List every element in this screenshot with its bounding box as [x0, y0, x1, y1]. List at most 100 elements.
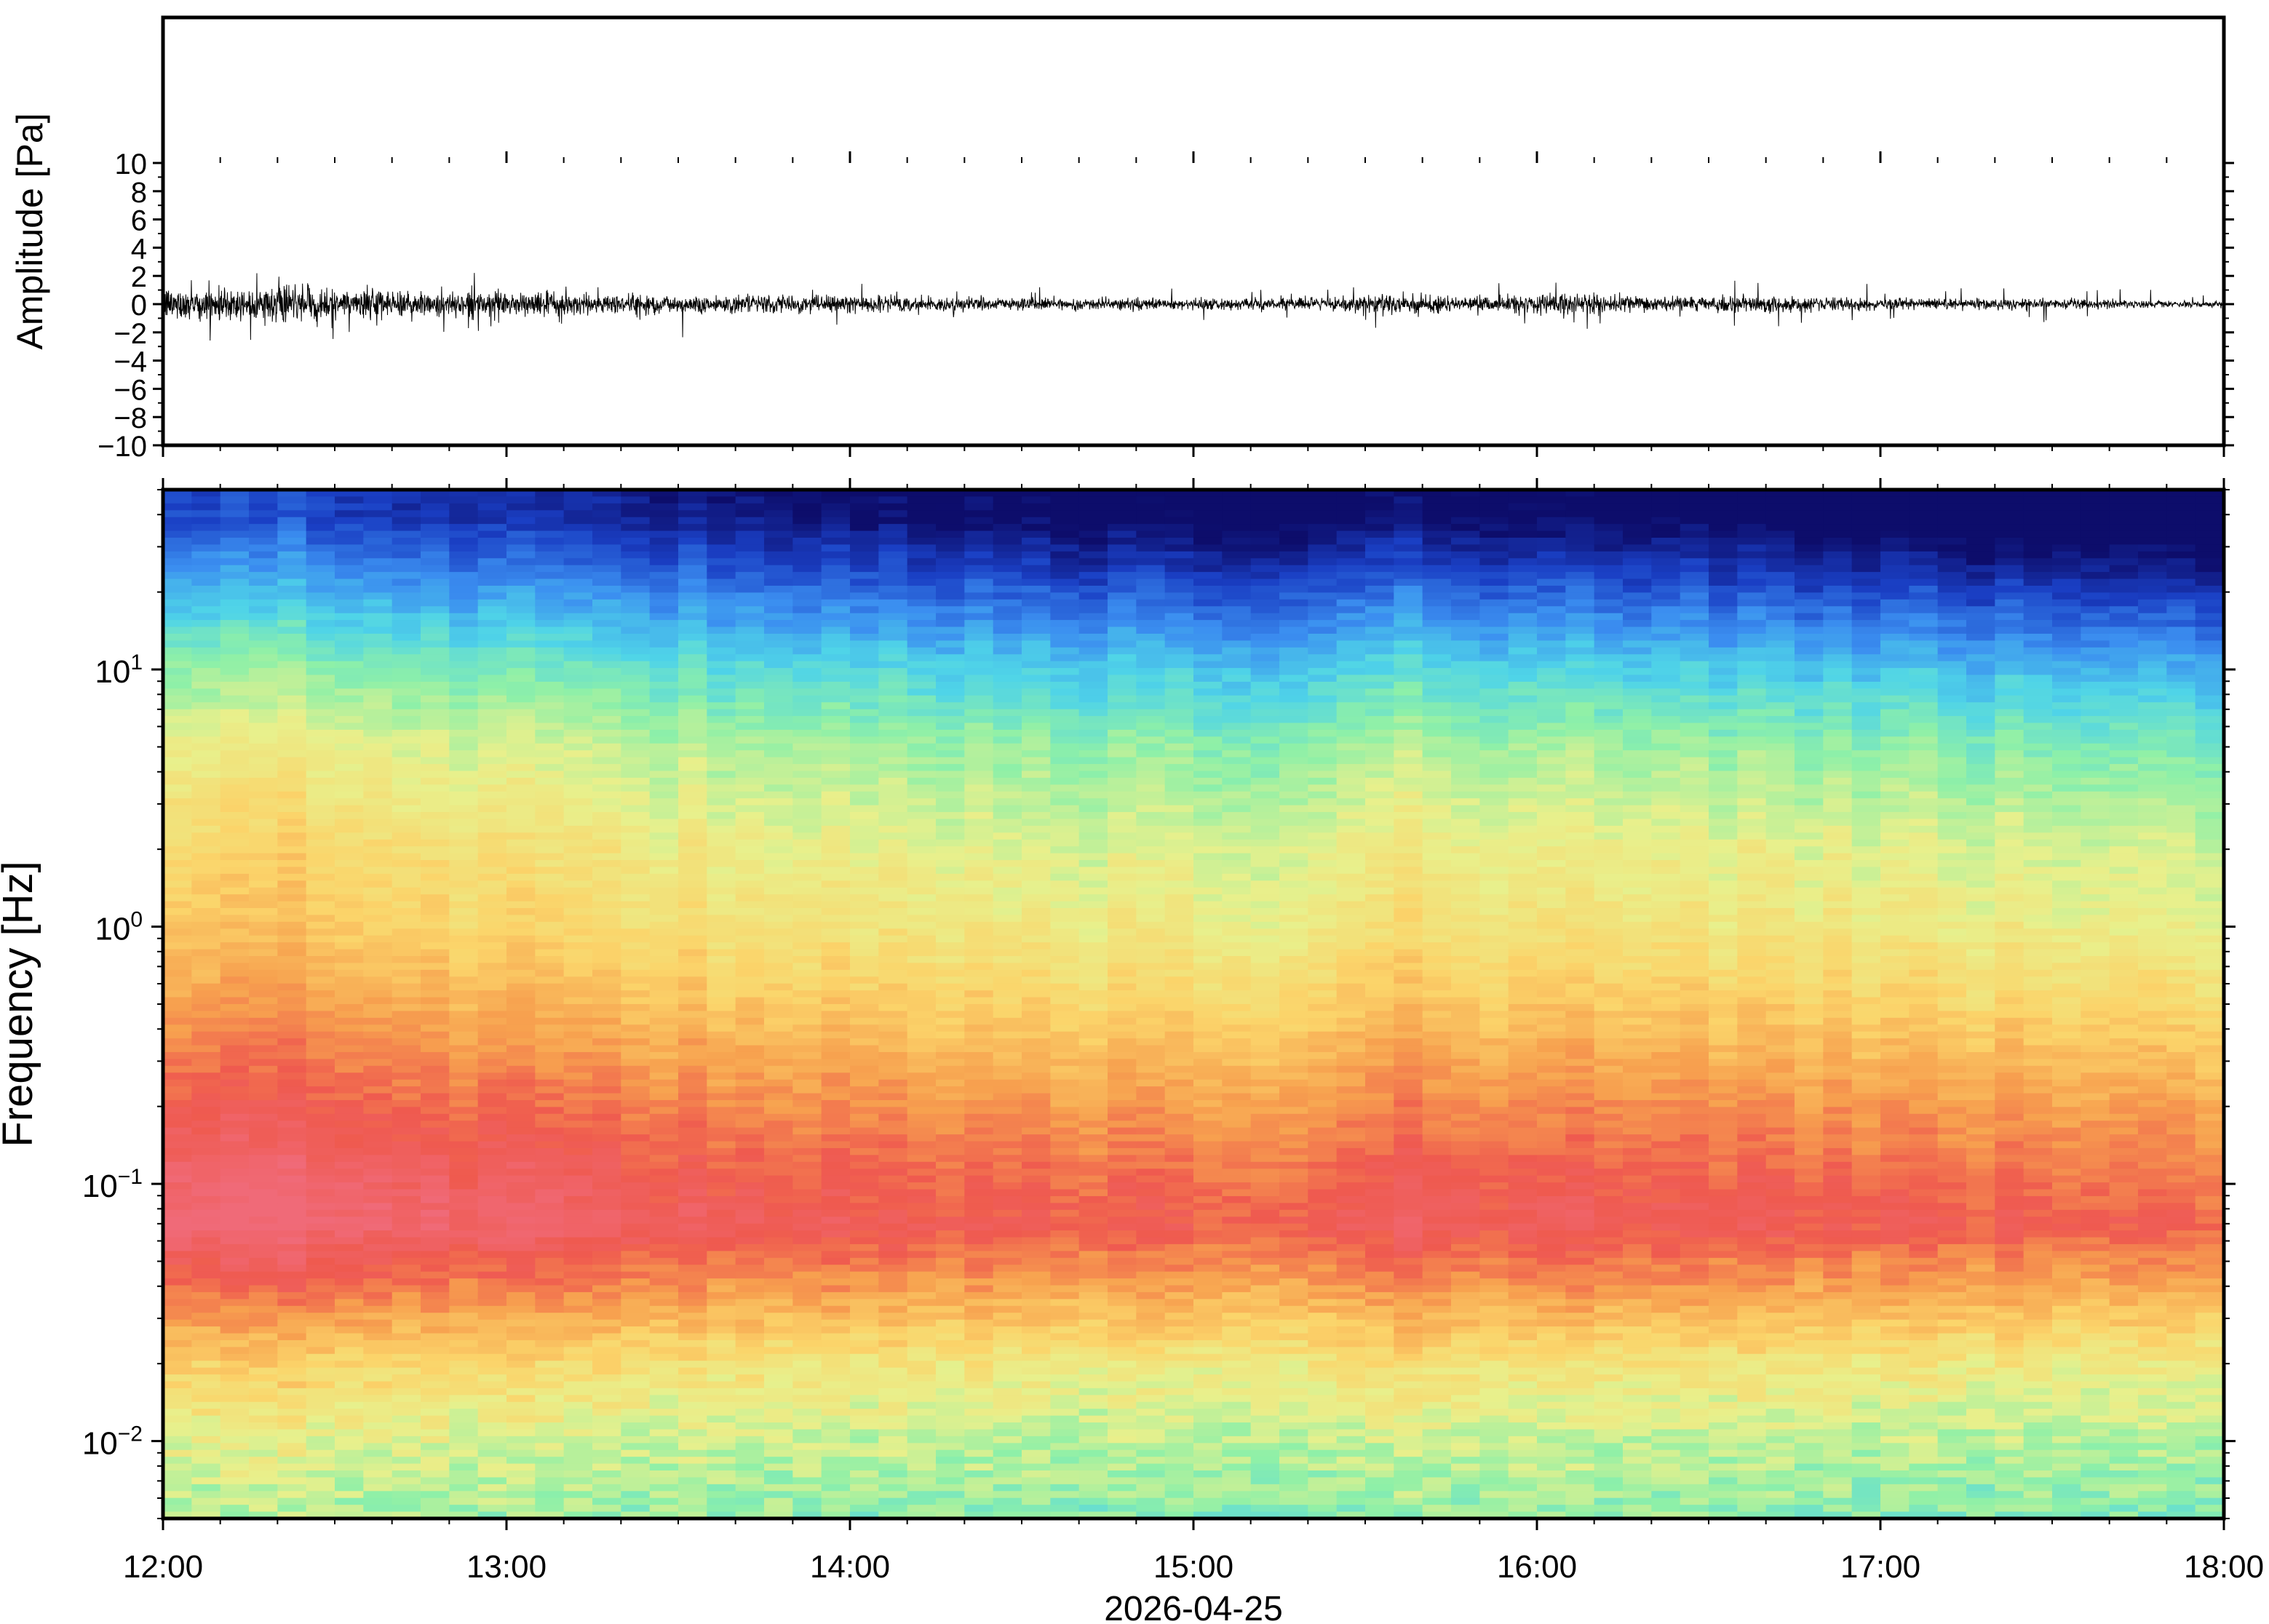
spectrogram-cell — [363, 517, 393, 525]
spectrogram-cell — [477, 1099, 507, 1108]
spectrogram-cell — [449, 1449, 479, 1457]
spectrogram-cell — [306, 1161, 335, 1170]
spectrogram-cell — [363, 867, 393, 875]
spectrogram-cell — [363, 1257, 393, 1266]
spectrogram-cell — [907, 1278, 937, 1286]
spectrogram-cell — [964, 812, 994, 820]
spectrogram-cell — [792, 1059, 822, 1067]
spectrogram-cell — [191, 668, 221, 676]
spectrogram-cell — [335, 503, 365, 512]
spectrogram-cell — [649, 524, 679, 532]
spectrogram-cell — [220, 915, 250, 923]
spectrogram-cell — [649, 709, 679, 717]
spectrogram-cell — [907, 1457, 937, 1465]
spectrogram-cell — [792, 901, 822, 909]
spectrogram-cell — [249, 633, 279, 642]
spectrogram-cell — [649, 1141, 679, 1149]
spectrogram-cell — [563, 997, 593, 1005]
spectrogram-cell — [220, 908, 250, 916]
spectrogram-cell — [907, 1243, 937, 1252]
spectrogram-cell — [477, 1299, 507, 1307]
spectrogram-cell — [220, 1065, 250, 1074]
spectrogram-cell — [220, 1511, 250, 1518]
spectrogram-cell — [678, 585, 708, 594]
spectrogram-cell — [907, 1155, 937, 1163]
spectrogram-cell — [592, 1305, 622, 1313]
spectrogram-cell — [850, 558, 880, 566]
spectrogram-cell — [792, 1024, 822, 1032]
spectrogram-cell — [678, 846, 708, 854]
spectrogram-cell — [707, 1072, 736, 1080]
spectrogram-cell — [1050, 901, 1080, 909]
spectrogram-cell — [592, 1326, 622, 1334]
spectrogram-cell — [621, 544, 651, 552]
spectrogram-cell — [363, 736, 393, 744]
spectrogram-cell — [249, 1511, 279, 1518]
spectrogram-cell — [477, 544, 507, 552]
spectrogram-cell — [621, 956, 651, 964]
spectrogram-cell — [678, 1086, 708, 1094]
spectrogram-cell — [735, 1319, 765, 1327]
spectrogram-cell — [1022, 1388, 1052, 1396]
spectrogram-cell — [1050, 1313, 1080, 1321]
spectrogram-cell — [964, 956, 994, 964]
spectrogram-cell — [964, 1243, 994, 1252]
spectrogram-cell — [678, 626, 708, 634]
spectrogram-cell — [964, 1086, 994, 1094]
spectrogram-cell — [306, 1388, 335, 1396]
spectrogram-cell — [792, 1326, 822, 1334]
spectrogram-cell — [191, 777, 221, 786]
spectrogram-cell — [592, 764, 622, 772]
spectrogram-cell — [306, 613, 335, 621]
spectrogram-cell — [363, 1086, 393, 1094]
spectrogram-cell — [335, 1086, 365, 1094]
spectrogram-cell — [506, 1038, 536, 1046]
spectrogram-cell — [821, 1477, 851, 1485]
spectrogram-cell — [1022, 736, 1052, 744]
spectrogram-cell — [621, 1415, 651, 1423]
spectrogram-cell — [1050, 1477, 1080, 1485]
spectrogram-cell — [735, 839, 765, 847]
spectrogram-cell — [792, 798, 822, 806]
spectrogram-cell — [220, 784, 250, 792]
spectrogram-cell — [764, 1395, 794, 1403]
spectrogram-cell — [506, 654, 536, 662]
spectrogram-cell — [936, 853, 966, 861]
spectrogram-cell — [477, 1361, 507, 1369]
waveform-ytick-label: 6 — [131, 205, 147, 237]
spectrogram-cell — [449, 935, 479, 943]
spectrogram-cell — [764, 1415, 794, 1423]
spectrogram-cell — [792, 1155, 822, 1163]
spectrogram-cell — [821, 1353, 851, 1361]
spectrogram-cell — [306, 1422, 335, 1430]
spectrogram-cell — [1050, 537, 1080, 546]
spectrogram-cell — [306, 1004, 335, 1012]
spectrogram-cell — [907, 921, 937, 930]
spectrogram-cell — [477, 647, 507, 656]
spectrogram-cell — [936, 620, 966, 628]
spectrogram-cell — [621, 503, 651, 512]
spectrogram-cell — [506, 1457, 536, 1465]
spectrogram-cell — [907, 1113, 937, 1122]
spectrogram-cell — [621, 819, 651, 827]
spectrogram-cell — [421, 1271, 450, 1279]
spectrogram-cell — [277, 1477, 307, 1485]
spectrogram-cell — [936, 544, 966, 552]
spectrogram-cell — [249, 921, 279, 930]
spectrogram-cell — [964, 709, 994, 717]
spectrogram-cell — [735, 928, 765, 936]
spectrogram-cell — [1050, 915, 1080, 923]
spectrogram-cell — [592, 1285, 622, 1293]
spectrogram-cell — [392, 887, 421, 895]
spectrogram-cell — [277, 1031, 307, 1039]
spectrogram-cell — [735, 716, 765, 724]
spectrogram-cell — [621, 1484, 651, 1492]
spectrogram-cell — [363, 578, 393, 586]
spectrogram-cell — [163, 1415, 193, 1423]
spectrogram-cell — [477, 956, 507, 964]
spectrogram-cell — [821, 1463, 851, 1471]
spectrogram-cell — [764, 1004, 794, 1012]
spectrogram-cell — [678, 1072, 708, 1080]
spectrogram-cell — [421, 832, 450, 840]
spectrogram-cell — [907, 791, 937, 799]
